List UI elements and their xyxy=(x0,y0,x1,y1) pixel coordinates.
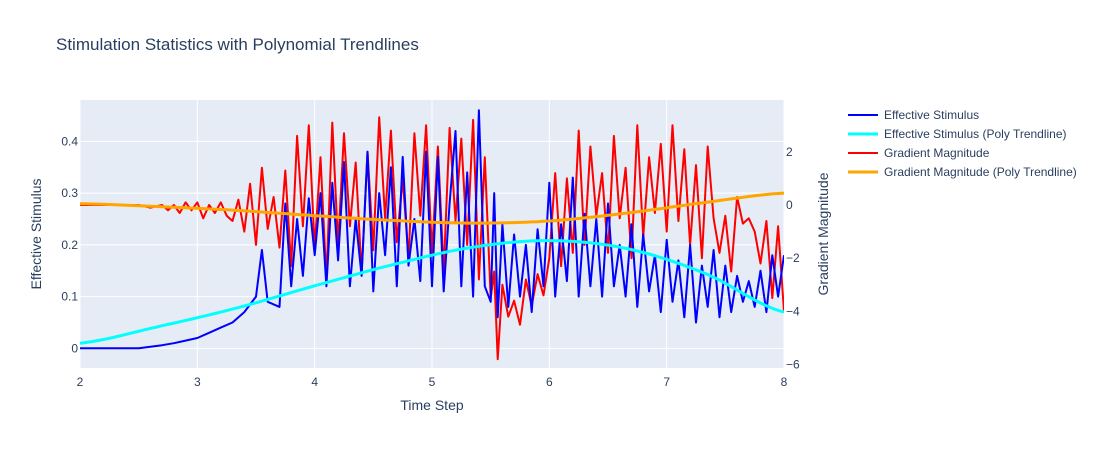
x-axis-ticks: 2 3 4 5 6 7 8 xyxy=(77,375,788,389)
legend-label: Gradient Magnitude (Poly Trendline) xyxy=(884,165,1077,179)
y-axis-ticks: 0 0.1 0.2 0.3 0.4 xyxy=(61,134,78,355)
series-line-3 xyxy=(80,191,784,225)
y2-axis-ticks: 2 0 −2 −4 −6 xyxy=(786,145,800,372)
legend-label: Effective Stimulus (Poly Trendline) xyxy=(884,127,1067,141)
y-tick-label: 0 xyxy=(71,341,78,355)
y-tick-label: 0.1 xyxy=(61,290,78,304)
series-line-2 xyxy=(80,116,784,361)
y-tick-label: 0.4 xyxy=(61,134,78,148)
y-tick-label: 0.3 xyxy=(61,186,78,200)
chart-title: Stimulation Statistics with Polynomial T… xyxy=(56,35,419,54)
legend[interactable]: Effective Stimulus Effective Stimulus (Po… xyxy=(848,108,1077,179)
legend-item[interactable]: Gradient Magnitude (Poly Trendline) xyxy=(848,165,1077,179)
x-tick-label: 7 xyxy=(663,375,670,389)
y2-tick-label: 0 xyxy=(786,198,793,212)
y-tick-label: 0.2 xyxy=(61,238,78,252)
y2-tick-label: −2 xyxy=(786,251,800,265)
legend-item[interactable]: Effective Stimulus xyxy=(848,108,979,122)
x-tick-label: 2 xyxy=(77,375,84,389)
x-tick-label: 8 xyxy=(781,375,788,389)
x-axis-title: Time Step xyxy=(400,397,463,413)
series-line-1 xyxy=(80,239,784,345)
legend-label: Effective Stimulus xyxy=(884,108,979,122)
y-axis-title: Effective Stimulus xyxy=(28,178,44,289)
x-tick-label: 4 xyxy=(311,375,318,389)
y2-tick-label: −4 xyxy=(786,304,800,318)
legend-item[interactable]: Gradient Magnitude xyxy=(848,146,990,160)
y2-axis-title: Gradient Magnitude xyxy=(815,172,831,295)
y2-tick-label: 2 xyxy=(786,145,793,159)
legend-label: Gradient Magnitude xyxy=(884,146,990,160)
x-tick-label: 3 xyxy=(194,375,201,389)
x-tick-label: 6 xyxy=(546,375,553,389)
x-tick-label: 5 xyxy=(429,375,436,389)
series-line-0 xyxy=(80,109,784,350)
y2-tick-label: −6 xyxy=(786,358,800,372)
legend-item[interactable]: Effective Stimulus (Poly Trendline) xyxy=(848,127,1067,141)
series-layer xyxy=(80,109,784,361)
